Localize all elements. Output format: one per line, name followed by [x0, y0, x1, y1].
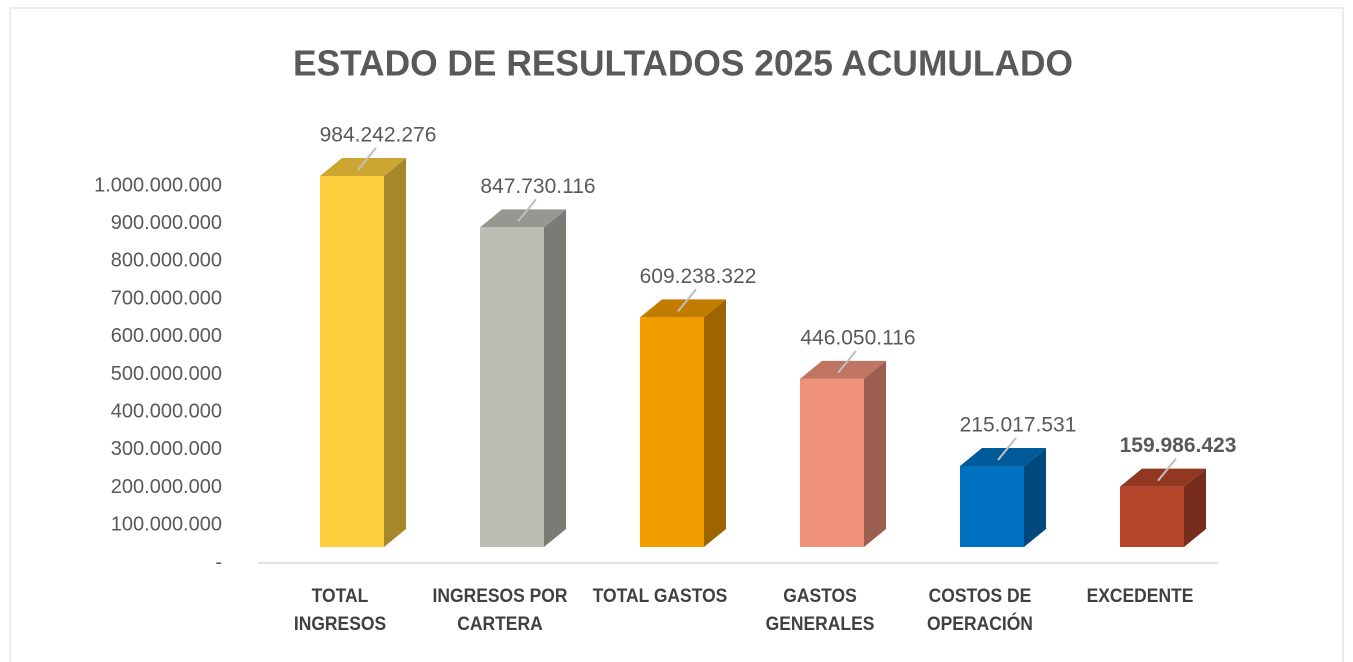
bar-top [960, 447, 1046, 466]
y-tick-label: 200.000.000 [111, 476, 222, 498]
bar-side [864, 360, 886, 547]
y-tick-label: 400.000.000 [111, 400, 222, 422]
y-tick-label: 900.000.000 [111, 212, 222, 234]
bar-side [544, 209, 566, 547]
y-tick-label: 800.000.000 [111, 250, 222, 272]
data-label: 159.986.423 [1120, 434, 1237, 457]
bar-top [1120, 468, 1206, 487]
bar-front [480, 227, 544, 547]
bar-side [1184, 468, 1206, 547]
leader-line [677, 288, 697, 312]
y-tick-label: 600.000.000 [111, 325, 222, 347]
x-tick-label: GASTOS GENERALES [765, 586, 875, 635]
bar-front [960, 465, 1024, 547]
bar-top [480, 209, 566, 228]
x-tick-label: INGRESOS POR CARTERA [432, 586, 568, 635]
bar [640, 299, 726, 547]
y-tick-label: 500.000.000 [111, 363, 222, 385]
data-label: 847.730.116 [480, 175, 595, 198]
data-label: 984.242.276 [320, 123, 437, 146]
x-tick-label: TOTAL GASTOS [592, 586, 728, 607]
leader-line [1157, 458, 1177, 482]
x-tick-label: TOTAL INGRESOS [293, 586, 387, 635]
bar [800, 360, 886, 547]
bar [1120, 468, 1206, 547]
chart-title: ESTADO DE RESULTADOS 2025 ACUMULADO [293, 43, 1073, 84]
bar-top [320, 157, 406, 176]
data-label: 446.050.116 [800, 326, 915, 349]
x-tick-label: COSTOS DE OPERACIÓN [927, 586, 1033, 635]
data-label: 215.017.531 [960, 413, 1077, 436]
leader-line [357, 147, 377, 171]
leader-line [837, 350, 857, 374]
bar-side [384, 157, 406, 547]
bar [960, 447, 1046, 547]
y-tick-label: 300.000.000 [111, 438, 222, 460]
bar-side [704, 299, 726, 547]
y-tick-label: - [215, 551, 222, 573]
y-tick-label: 100.000.000 [111, 514, 222, 536]
bar-side [1024, 447, 1046, 547]
bar-front [320, 175, 384, 547]
y-tick-label: 1.000.000.000 [94, 174, 222, 196]
bar-top [640, 299, 726, 318]
bar [480, 209, 566, 547]
x-tick-label: EXCEDENTE [1086, 586, 1194, 607]
data-label: 609.238.322 [640, 265, 757, 288]
bar-top [800, 360, 886, 379]
chart-border [9, 7, 1344, 662]
y-tick-label: 700.000.000 [111, 287, 222, 309]
bar-front [640, 317, 704, 547]
bar-front [1120, 486, 1184, 547]
bar-front [800, 378, 864, 547]
leader-line [997, 437, 1017, 461]
bar [320, 157, 406, 547]
leader-line [517, 198, 537, 223]
